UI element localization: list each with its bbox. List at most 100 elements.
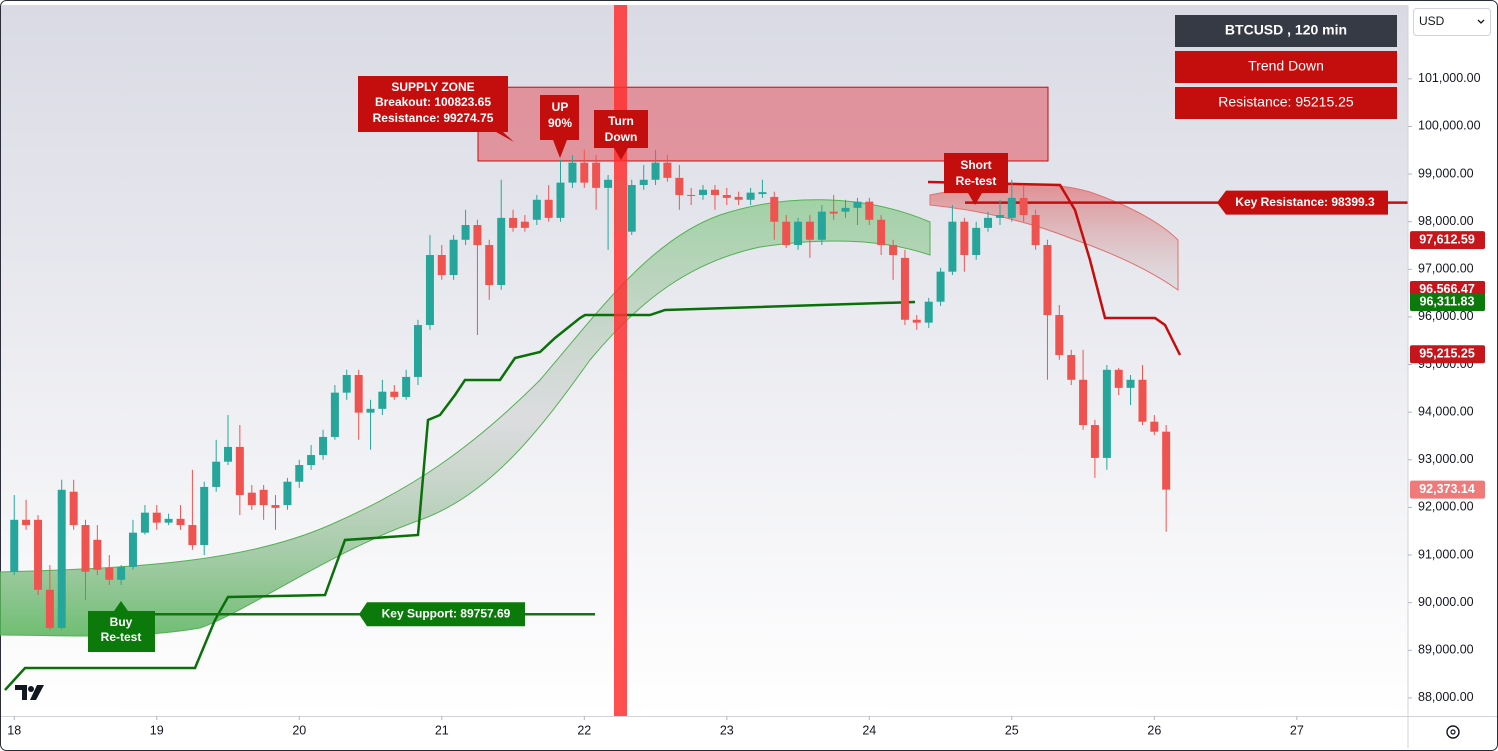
candle-body [1114, 369, 1123, 388]
x-tick-label: 20 [292, 723, 306, 737]
candle-body [140, 512, 149, 533]
candle-body [734, 196, 743, 200]
candle-body [1162, 431, 1171, 490]
price-badge-label: 96,311.83 [1420, 294, 1475, 308]
candle-body [330, 392, 339, 437]
x-tick-label: 22 [577, 723, 591, 737]
x-tick-label: 27 [1290, 723, 1304, 737]
candle-body [164, 518, 173, 523]
y-tick-label: 88,000.00 [1418, 690, 1474, 704]
candle-body [722, 195, 731, 198]
candle-body [390, 391, 399, 397]
candle-body [188, 525, 197, 546]
price-badge-label: 95,215.25 [1419, 347, 1475, 361]
candle-body [45, 589, 54, 628]
y-tick-label: 97,000.00 [1418, 262, 1474, 276]
candle-body [912, 319, 921, 323]
settings-button[interactable] [1446, 725, 1460, 739]
currency-label: USD [1419, 14, 1445, 28]
trend-label: Trend Down [1248, 58, 1324, 74]
candle-body [1150, 421, 1159, 432]
y-tick-label: 93,000.00 [1418, 452, 1474, 466]
candle-body [865, 201, 874, 220]
candle-body [604, 179, 613, 188]
candle-body [1031, 215, 1040, 246]
candle-body [449, 239, 458, 276]
x-tick-label: 24 [862, 723, 876, 737]
supply-zone-resistance: Resistance: 99274.75 [373, 111, 494, 125]
candle-body [413, 325, 422, 377]
plot-area [0, 5, 1408, 716]
trailing-support-line [4, 300, 916, 691]
candle-body [639, 179, 648, 186]
candle-body [10, 519, 19, 572]
candle-body [853, 201, 862, 208]
resistance-label: Resistance: 95215.25 [1218, 94, 1354, 110]
candle-body [1007, 197, 1016, 218]
supply-zone-breakout: Breakout: 100823.65 [375, 95, 491, 109]
candle-body [936, 271, 945, 302]
candle-body [57, 489, 66, 628]
candle-body [592, 162, 601, 188]
price-badge [1410, 480, 1485, 499]
candle-body [758, 192, 767, 195]
candle-body [342, 375, 351, 393]
candle-body [627, 185, 636, 232]
x-tick-label: 19 [150, 723, 164, 737]
candle-body [509, 217, 518, 228]
candle-body [532, 199, 541, 220]
candle-body [461, 225, 470, 240]
annotation-line: Buy [110, 615, 133, 629]
candle-body [556, 182, 565, 218]
candle-body [485, 245, 494, 286]
candle-body [425, 255, 434, 326]
y-tick-label: 100,000.00 [1418, 119, 1481, 133]
candle-body [128, 532, 137, 567]
candle-body [283, 481, 292, 506]
price-badge [1410, 345, 1485, 364]
annotation-line: Re-test [956, 174, 997, 188]
buy-retest-callout: Buy Re-test [88, 601, 155, 652]
candle-body [900, 257, 909, 320]
annotation-line: Short [960, 158, 991, 172]
currency-dropdown[interactable] [1413, 8, 1491, 36]
candle-body [948, 221, 957, 272]
y-tick-label: 94,000.00 [1418, 404, 1474, 418]
candle-body [877, 219, 886, 246]
candle-body [497, 217, 506, 286]
candle-body [212, 461, 221, 487]
candle-body [770, 196, 779, 222]
candle-body [69, 491, 78, 526]
supply-zone-title: SUPPLY ZONE [391, 80, 474, 94]
candle-body [93, 539, 102, 570]
symbol-label: BTCUSD , 120 min [1225, 22, 1347, 38]
candle-body [1055, 315, 1064, 356]
candle-body [615, 179, 624, 232]
candle-body [580, 162, 589, 183]
candle-body [366, 408, 375, 413]
price-badge-label: 96,566.47 [1419, 282, 1475, 296]
price-badge [1410, 231, 1485, 250]
candle-body [1079, 379, 1088, 426]
y-tick-label: 101,000.00 [1418, 71, 1481, 85]
y-tick-label: 96,000.00 [1418, 309, 1474, 323]
x-tick-label: 18 [7, 723, 21, 737]
candle-body [687, 195, 696, 197]
candle-body [841, 207, 850, 212]
candle-body [176, 518, 185, 526]
candle-body [782, 221, 791, 246]
turn-down-callout: Turn Down [594, 110, 648, 160]
candle-body [889, 245, 898, 256]
x-tick-label: 25 [1005, 723, 1019, 737]
price-badge-label: 97,612.59 [1419, 232, 1475, 246]
trend-panel [1175, 51, 1397, 83]
candle-body [651, 162, 660, 180]
x-tick-label: 23 [720, 723, 734, 737]
candle-body [710, 189, 719, 196]
candle-body [271, 505, 280, 508]
key-resistance-tag [1217, 190, 1388, 215]
x-tick-label: 21 [435, 723, 449, 737]
candle-body [259, 489, 268, 506]
y-tick-label: 92,000.00 [1418, 500, 1474, 514]
